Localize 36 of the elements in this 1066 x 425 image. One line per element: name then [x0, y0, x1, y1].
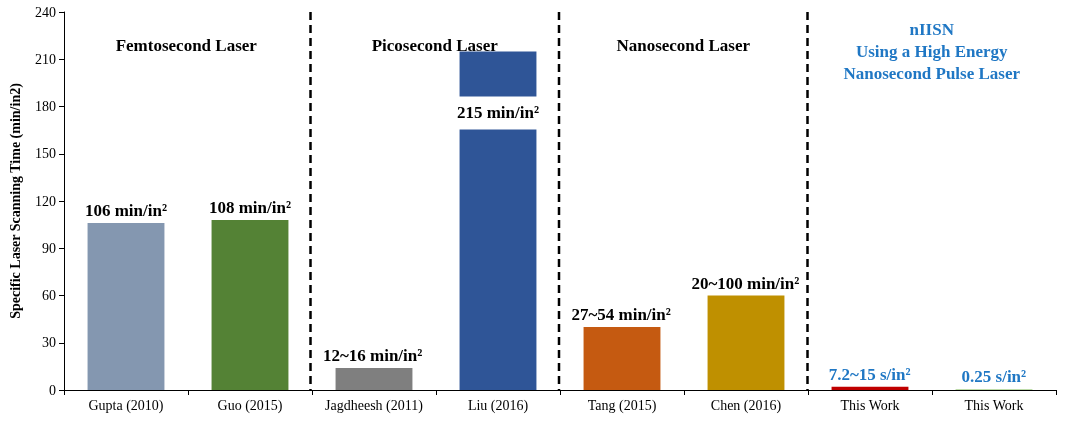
x-tick-label: Liu (2016)	[467, 397, 529, 414]
annotation: 7.2~15 s/in²	[828, 364, 911, 384]
bar	[831, 386, 909, 390]
x-tick-label: Chen (2016)	[710, 397, 782, 414]
bar	[211, 219, 289, 390]
y-tick-label: 180	[35, 99, 56, 114]
x-tick-label: Guo (2015)	[217, 397, 283, 414]
data-label: 108 min/in²	[208, 197, 292, 217]
bar	[707, 295, 785, 390]
y-tick-label: 240	[35, 4, 56, 20]
y-tick-label: 0	[49, 382, 56, 398]
annotation: 12~16 min/in²	[322, 345, 423, 365]
y-tick-label: 90	[42, 240, 56, 256]
annotation: 0.25 s/in²	[961, 367, 1027, 387]
y-tick-label: 150	[35, 146, 56, 162]
data-label: 215 min/in²	[456, 103, 540, 123]
y-tick-label: 120	[35, 193, 56, 209]
bar	[583, 327, 661, 390]
annotation: Picosecond Laser	[371, 35, 499, 55]
x-tick-label: Gupta (2010)	[88, 397, 164, 414]
annotation: Femtosecond Laser	[115, 35, 258, 55]
x-tick-label: Jagdheesh (2011)	[325, 397, 424, 414]
y-tick-label: 30	[42, 335, 56, 351]
y-tick-label: 210	[35, 51, 56, 67]
annotation: Nanosecond Laser	[616, 35, 751, 55]
y-axis-title: Specific Laser Scanning Time (min/in2)	[7, 82, 24, 319]
x-tick-label: Tang (2015)	[587, 397, 657, 414]
bar	[87, 223, 165, 390]
bar	[335, 367, 413, 390]
annotation: 27~54 min/in²	[571, 305, 671, 324]
data-label: 106 min/in²	[84, 201, 168, 221]
y-tick-label: 60	[42, 288, 56, 303]
annotation: 20~100 min/in²	[691, 273, 800, 293]
annotation: nIISN Using a High Energy Nanosecond Pulse Laser	[843, 19, 1021, 83]
x-tick-label: This Work	[964, 397, 1024, 413]
x-tick-label: This Work	[840, 397, 900, 413]
